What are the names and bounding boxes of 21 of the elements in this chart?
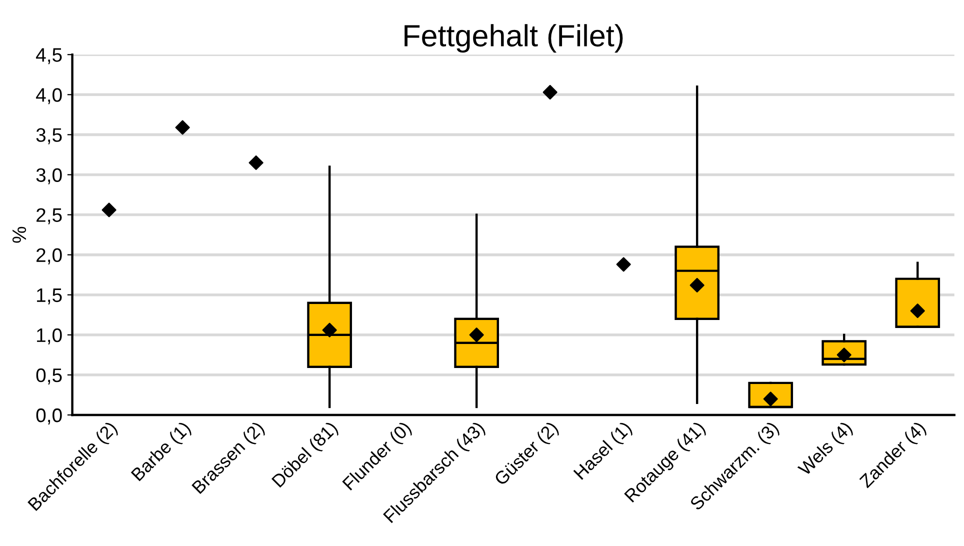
y-tick-label: 0,0 <box>36 408 62 424</box>
point <box>542 84 558 100</box>
point <box>322 322 337 338</box>
point <box>102 202 116 218</box>
y-tick-label: 1,0 <box>37 328 62 344</box>
y-tick-label: 3,5 <box>36 128 62 144</box>
point <box>469 328 484 342</box>
point <box>910 304 925 318</box>
y-tick-label: 0,5 <box>36 368 62 384</box>
y-tick-label: 4,5 <box>36 48 62 64</box>
point <box>175 120 190 135</box>
y-axis-title: % <box>12 226 26 243</box>
point <box>616 257 631 272</box>
y-tick-label: 2,0 <box>36 248 62 264</box>
y-tick-label: 4,0 <box>36 88 62 104</box>
point <box>690 278 704 293</box>
y-tick-label: 2,5 <box>36 208 62 224</box>
y-tick-label: 3,0 <box>36 168 62 184</box>
y-tick-label: 1,5 <box>37 288 62 304</box>
chart-title: Fettgehalt (Filet) <box>404 24 623 53</box>
point <box>248 155 264 170</box>
